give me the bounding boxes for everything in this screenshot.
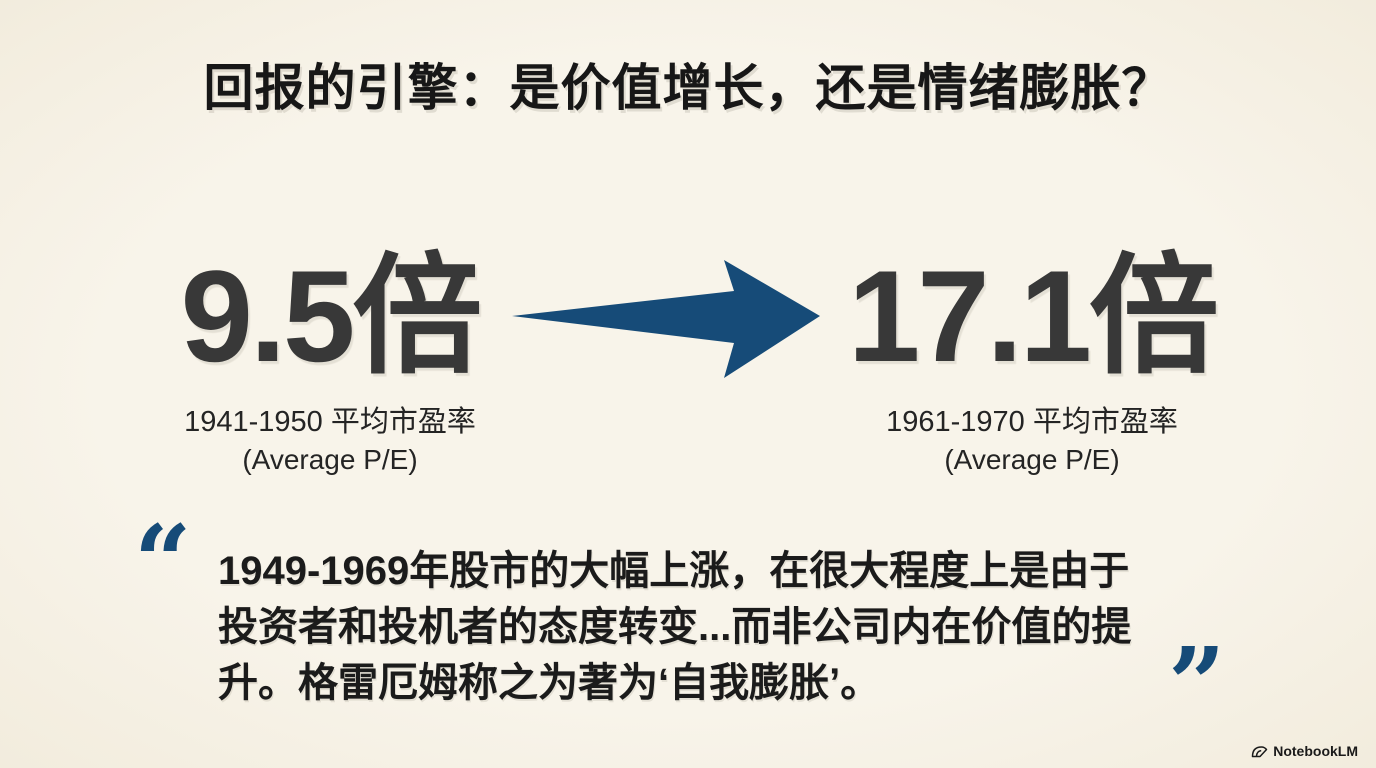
stat-subcaption-right: (Average P/E) [944,444,1120,476]
page-title: 回报的引擎：是价值增长，还是情绪膨胀？ [203,60,1173,116]
right-arrow-icon [512,258,820,380]
open-quote-icon: “ [134,503,192,621]
quote-line-1: 1949-1969年股市的大幅上涨，在很大程度上是由于 [218,549,1130,593]
stat-caption-left: 1941-1950 平均市盈率 [184,406,476,439]
close-quote-icon: ” [1168,625,1226,743]
quote-line-3: 升。格雷厄姆称之为著为‘自我膨胀’。 [218,661,881,705]
stat-subcaption-left: (Average P/E) [242,444,418,476]
quote-block: 1949-1969年股市的大幅上涨，在很大程度上是由于 投资者和投机者的态度转变… [218,543,1208,711]
notebooklm-icon [1251,745,1268,758]
stat-block-1941-1950: 9.5倍 1941-1950 平均市盈率 (Average P/E) [114,246,546,476]
notebooklm-logo: NotebookLM [1251,743,1358,759]
quote-line-2: 投资者和投机者的态度转变...而非公司内在价值的提 [218,605,1132,649]
notebooklm-wordmark: NotebookLM [1273,743,1358,759]
stat-block-1961-1970: 17.1倍 1961-1970 平均市盈率 (Average P/E) [816,246,1248,476]
stat-value-right: 17.1倍 [847,243,1219,389]
stat-caption-right: 1961-1970 平均市盈率 [886,406,1178,439]
stat-value-left: 9.5倍 [180,243,483,389]
